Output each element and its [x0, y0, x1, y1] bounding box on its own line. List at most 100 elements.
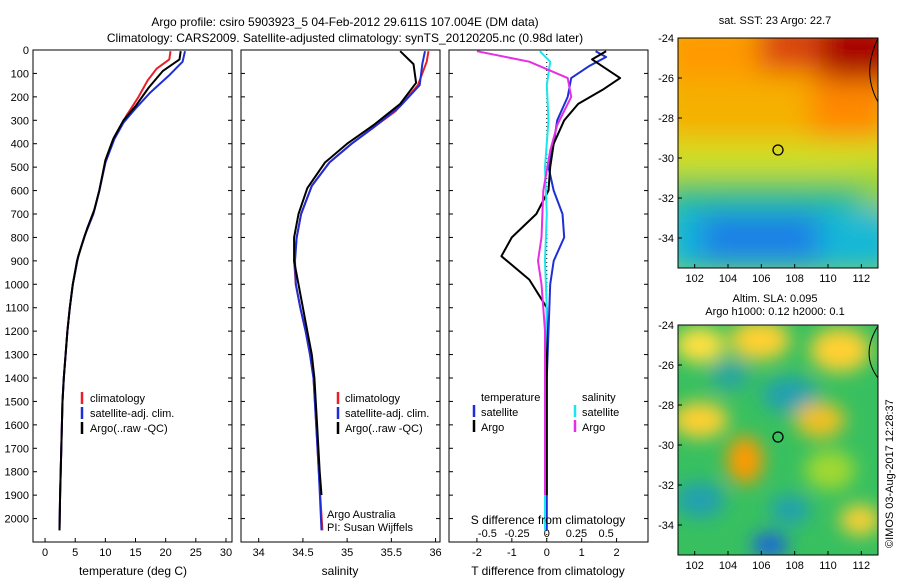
series-magenta	[476, 50, 573, 496]
argo-location-marker	[772, 144, 784, 156]
sla-map-title-1: Altim. SLA: 0.095	[733, 293, 818, 305]
y-tick-label: 1000	[5, 279, 29, 291]
legend-climatology-label: climatology	[90, 393, 146, 405]
series-blue	[545, 50, 608, 531]
map-y-tick-label: -34	[658, 233, 674, 245]
x-top-tick-label: -0.25	[505, 528, 530, 540]
salinity-xlabel: salinity	[322, 564, 359, 578]
float-owner-label: Argo Australia	[327, 509, 396, 521]
legend-climatology-label: climatology	[345, 393, 401, 405]
map-y-tick-label: -30	[658, 440, 674, 452]
legend-s-argo-label: Argo	[582, 422, 605, 434]
sla-map-title-2: Argo h1000: 0.12 h2000: 0.1	[705, 306, 844, 318]
salinity-legend: climatology satellite-adj. clim. Argo(..…	[336, 392, 429, 435]
title-line-2: Climatology: CARS2009. Satellite-adjuste…	[107, 31, 583, 45]
y-tick-label: 200	[11, 92, 29, 104]
x-tick-label: 34	[253, 547, 265, 559]
series-red	[293, 51, 430, 531]
map-x-tick-label: 102	[685, 560, 703, 572]
salinity-panel-frame	[240, 49, 441, 543]
legend-satellite-label: satellite-adj. clim.	[90, 408, 174, 420]
difference-panel-frame	[448, 49, 649, 543]
map-x-tick-label: 106	[752, 273, 770, 285]
map-x-tick-label: 104	[719, 560, 737, 572]
x-tick-label: 2	[614, 547, 620, 559]
map-y-tick-label: -28	[658, 113, 674, 125]
sla-map-frame	[677, 324, 879, 556]
temperature-panel-frame	[32, 49, 233, 543]
temperature-xlabel: temperature (deg C)	[79, 564, 187, 578]
x-tick-label: 0	[42, 547, 48, 559]
legend-satellite-label: satellite-adj. clim.	[345, 408, 429, 420]
t-difference-xlabel: T difference from climatology	[471, 564, 625, 578]
sla-map-axes: 102 104 106 108 110 112 -24 -26 -28 -30 -32 -34	[658, 320, 870, 572]
title-line-1: Argo profile: csiro 5903923_5 04-Feb-201…	[151, 15, 538, 29]
x-tick-label: 25	[190, 547, 202, 559]
x-tick-label: 0	[544, 547, 550, 559]
map-y-tick-label: -24	[658, 33, 674, 45]
legend-t-argo-label: Argo	[481, 422, 504, 434]
sst-map-title: sat. SST: 23 Argo: 22.7	[719, 15, 832, 27]
x-tick-label: 10	[99, 547, 111, 559]
y-tick-label: 800	[11, 232, 29, 244]
y-tick-label: 1600	[5, 420, 29, 432]
map-y-tick-label: -26	[658, 73, 674, 85]
temperature-legend: climatology satellite-adj. clim. Argo(..…	[80, 392, 174, 435]
map-y-tick-label: -24	[658, 320, 674, 332]
x-top-tick-label: 0.5	[598, 528, 613, 540]
y-tick-label: 600	[11, 186, 29, 198]
map-x-tick-label: 106	[752, 560, 770, 572]
y-tick-label: 0	[23, 45, 29, 57]
legend-argo-label: Argo(..raw -QC)	[345, 423, 423, 435]
y-tick-label: 900	[11, 256, 29, 268]
legend-salinity-header: salinity	[582, 392, 616, 404]
series-black	[58, 51, 182, 531]
map-y-tick-label: -34	[658, 520, 674, 532]
series-blue	[294, 50, 426, 531]
x-tick-label: 35.5	[381, 547, 402, 559]
y-tick-label: 1100	[5, 303, 29, 315]
map-y-tick-label: -26	[658, 360, 674, 372]
pi-label: PI: Susan Wijffels	[327, 522, 413, 534]
x-tick-label: 1	[579, 547, 585, 559]
series-black	[293, 50, 418, 496]
temperature-plot: 0 5 10 15 20 25 300100200300400500600700800900…	[5, 45, 233, 559]
sst-map-axes: 102 104 106 108 110 112 -24 -26 -28 -30 -32 -34	[658, 33, 870, 285]
map-x-tick-label: 112	[853, 560, 871, 572]
sst-map-frame	[677, 37, 879, 269]
difference-legend: temperature salinity satellite Argo sate…	[472, 392, 619, 434]
argo-location-marker	[772, 431, 784, 443]
legend-argo-label: Argo(..raw -QC)	[90, 423, 168, 435]
y-tick-label: 1400	[5, 373, 29, 385]
y-tick-label: 500	[11, 162, 29, 174]
y-tick-label: 1500	[5, 396, 29, 408]
x-tick-label: 20	[160, 547, 172, 559]
y-tick-label: 1300	[5, 350, 29, 362]
x-tick-label: 36	[429, 547, 441, 559]
x-tick-label: 15	[129, 547, 141, 559]
map-x-tick-label: 108	[785, 560, 803, 572]
x-top-tick-label: 0.25	[566, 528, 587, 540]
y-tick-label: 1900	[5, 490, 29, 502]
imos-timestamp: ©IMOS 03-Aug-2017 12:28:37	[884, 399, 896, 548]
map-y-tick-label: -28	[658, 400, 674, 412]
legend-temperature-header: temperature	[481, 392, 540, 404]
s-difference-label: S difference from climatology	[471, 513, 626, 527]
map-x-tick-label: 112	[853, 273, 871, 285]
x-tick-label: 30	[220, 547, 232, 559]
y-tick-label: 700	[11, 209, 29, 221]
map-x-tick-label: 104	[719, 273, 737, 285]
x-tick-label: 5	[72, 547, 78, 559]
y-tick-label: 1800	[5, 467, 29, 479]
legend-s-satellite-label: satellite	[582, 407, 619, 419]
y-tick-label: 1200	[5, 326, 29, 338]
map-y-tick-label: -30	[658, 153, 674, 165]
y-tick-label: 100	[11, 68, 29, 80]
x-tick-label: 34.5	[292, 547, 313, 559]
y-tick-label: 400	[11, 139, 29, 151]
salinity-plot: 34 34.5 35 35.5 36	[241, 49, 442, 559]
map-x-tick-label: 110	[819, 560, 837, 572]
map-y-tick-label: -32	[658, 480, 674, 492]
